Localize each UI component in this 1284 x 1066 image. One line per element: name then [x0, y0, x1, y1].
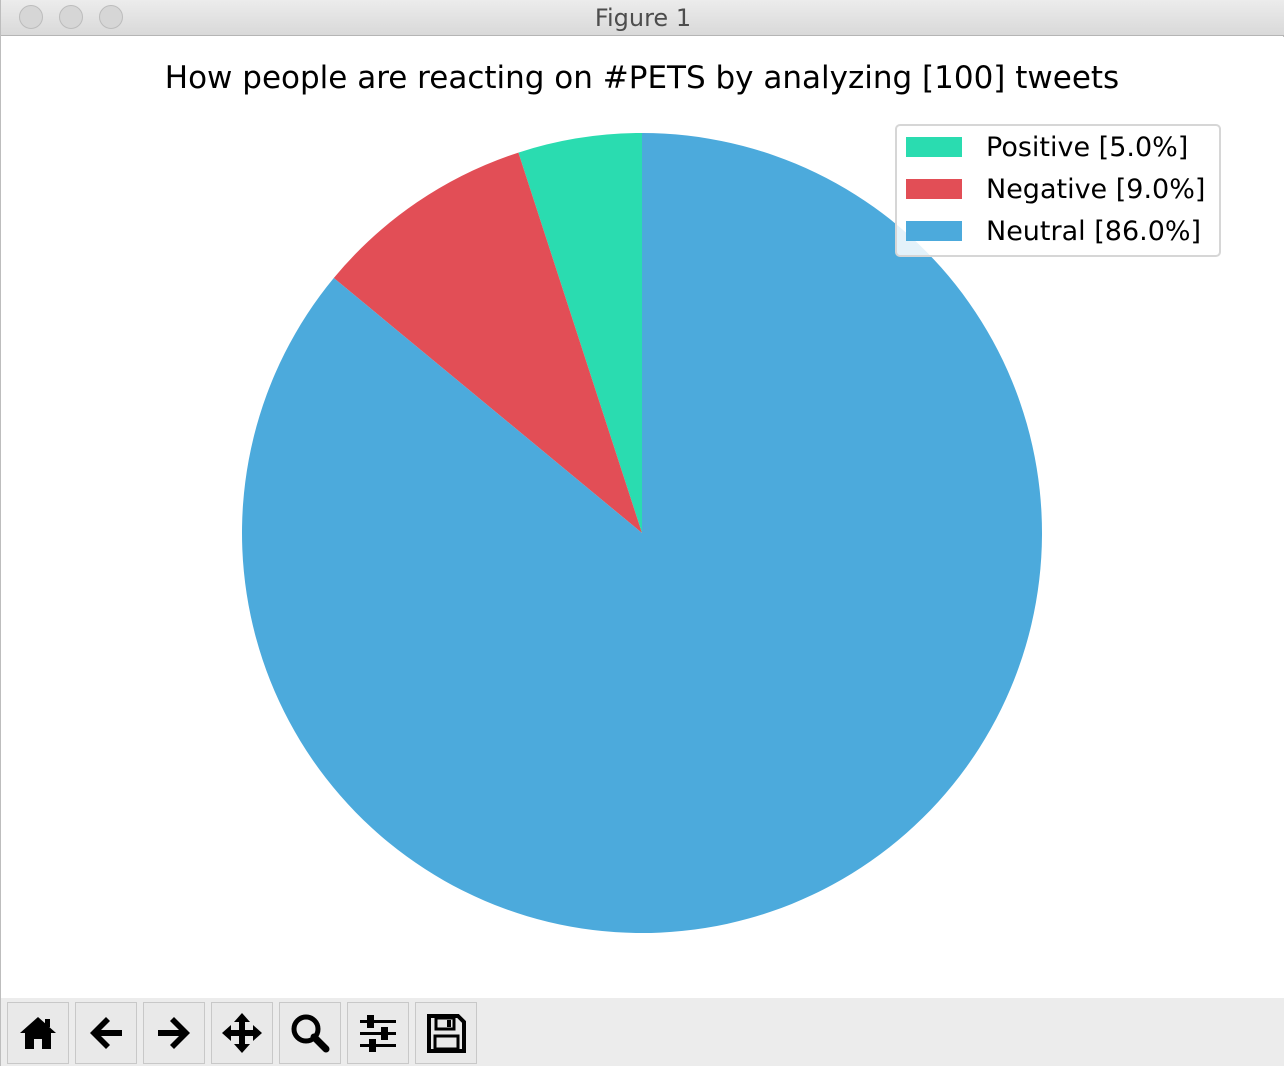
pie-slice-negative — [333, 152, 642, 533]
legend-item-negative: Negative [9.0%] — [906, 172, 1205, 206]
legend-label-neutral: Neutral [86.0%] — [986, 215, 1202, 247]
pie-slice-neutral — [242, 133, 1042, 934]
legend-label-negative: Negative [9.0%] — [986, 173, 1206, 205]
legend-item-neutral: Neutral [86.0%] — [906, 214, 1201, 248]
legend-swatch-negative — [906, 179, 962, 199]
legend-swatch-neutral — [906, 221, 962, 241]
minimize-window-button[interactable] — [59, 5, 83, 29]
zoom-window-button[interactable] — [99, 5, 123, 29]
home-button[interactable] — [7, 1002, 69, 1064]
window-title: Figure 1 — [594, 4, 692, 32]
move-arrows-icon — [222, 1013, 262, 1053]
save-button[interactable] — [415, 1002, 477, 1064]
pie-chart — [242, 133, 1042, 934]
pan-button[interactable] — [211, 1002, 273, 1064]
back-button[interactable] — [75, 1002, 137, 1064]
chart-legend: Positive [5.0%] Negative [9.0%] Neutral … — [895, 124, 1221, 257]
legend-label-positive: Positive [5.0%] — [986, 131, 1189, 163]
sliders-icon — [360, 1015, 396, 1052]
legend-swatch-positive — [906, 137, 962, 157]
chart-title: How people are reacting on #PETS by anal… — [164, 60, 1120, 96]
title-bar[interactable]: Figure 1 — [1, 0, 1284, 36]
zoom-button[interactable] — [279, 1002, 341, 1064]
pie-slice-positive — [518, 133, 642, 533]
magnifier-icon — [291, 1014, 330, 1053]
arrow-right-icon — [158, 1017, 190, 1049]
figure-canvas[interactable] — [1, 37, 1284, 998]
forward-button[interactable] — [143, 1002, 205, 1064]
home-icon — [20, 1017, 56, 1049]
arrow-left-icon — [90, 1017, 122, 1049]
legend-item-positive: Positive [5.0%] — [906, 130, 1188, 164]
navigation-toolbar — [1, 998, 1284, 1066]
configure-subplots-button[interactable] — [347, 1002, 409, 1064]
close-window-button[interactable] — [19, 5, 43, 29]
floppy-disk-icon — [427, 1014, 466, 1053]
